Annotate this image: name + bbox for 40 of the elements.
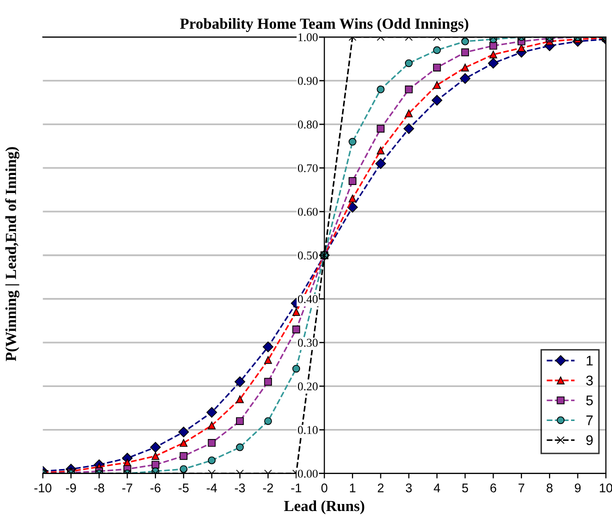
x-tick-label: -1 (291, 484, 302, 492)
y-tick-label: 0.20 (298, 382, 318, 390)
x-tick-label: 10 (600, 484, 612, 492)
y-tick-label: 0.90 (298, 76, 318, 85)
x-tick-label: -7 (122, 484, 132, 492)
y-tick-label: 0.10 (298, 426, 318, 434)
x-tick-label: 9 (574, 484, 581, 492)
x-tick-label: -6 (150, 484, 160, 492)
x-tick-label: 8 (546, 484, 553, 492)
x-tick-label: 7 (518, 484, 524, 492)
legend-label: 1 (586, 356, 593, 366)
chart-title: Probability Home Team Wins (Odd Innings) (180, 18, 468, 32)
y-tick-label: 0.60 (298, 208, 318, 216)
x-tick-label: -4 (206, 484, 217, 492)
x-tick-label: 1 (350, 484, 356, 492)
y-tick-label: 0.80 (298, 120, 318, 129)
legend-label: 3 (586, 376, 593, 386)
legend-label: 9 (586, 435, 593, 446)
x-tick-label: 5 (462, 484, 468, 492)
legend-label: 5 (586, 396, 593, 406)
x-tick-label: 3 (406, 484, 412, 492)
x-tick-label: -9 (66, 484, 76, 492)
x-tick-label: 6 (490, 484, 496, 492)
x-tick-label: -8 (94, 484, 104, 492)
x-tick-label: 2 (378, 484, 384, 492)
x-tick-label: 0 (321, 484, 328, 492)
x-tick-label: -10 (34, 484, 52, 492)
x-tick-label: -5 (178, 484, 189, 492)
legend-label: 7 (586, 416, 593, 426)
x-axis-title: Lead (Runs) (284, 500, 364, 514)
x-tick-label: 4 (434, 484, 440, 492)
x-tick-label: -3 (234, 484, 245, 492)
y-tick-label: 0.40 (298, 295, 318, 304)
y-tick-label: 0.30 (298, 338, 318, 347)
y-axis-title: P(Winning | Lead,End of Inning) (5, 147, 20, 362)
x-tick-label: -2 (263, 484, 273, 492)
y-tick-label: 1.00 (298, 33, 318, 42)
y-tick-label: 0.50 (298, 251, 318, 260)
y-tick-label: 0.00 (298, 470, 318, 478)
y-tick-label: 0.70 (298, 164, 318, 172)
